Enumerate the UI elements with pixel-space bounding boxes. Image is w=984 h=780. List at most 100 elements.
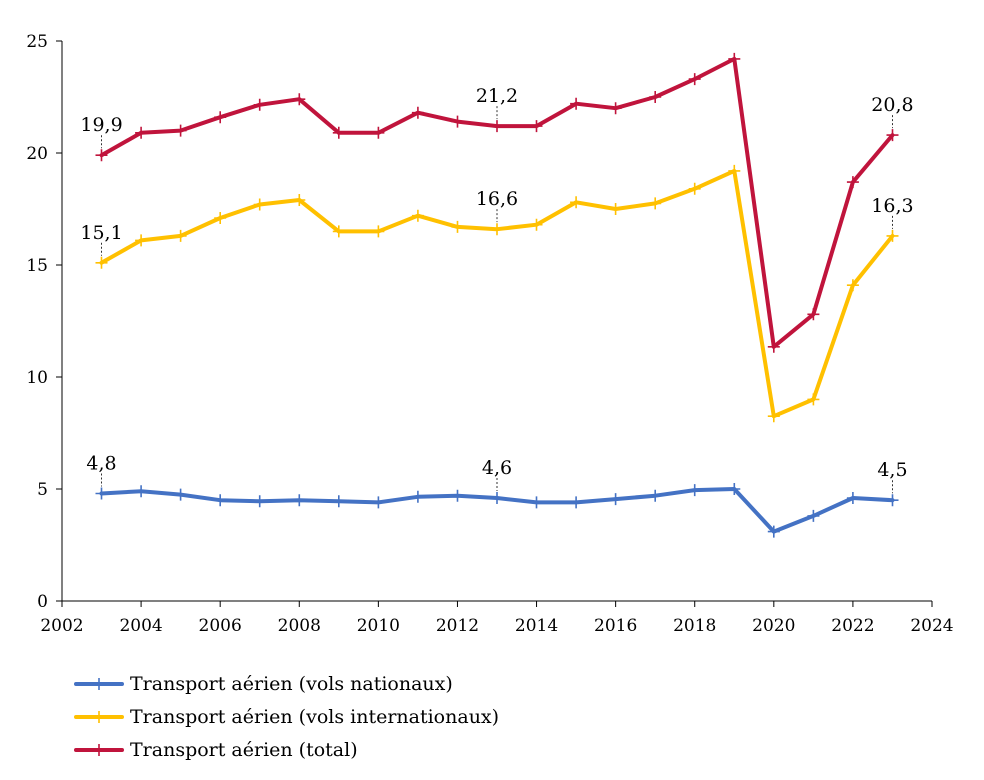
axes: 0 5 10 15 20 25 2002 2004 2006 2008 2010 2012 2014 20… — [26, 32, 953, 636]
data-label: 4,8 — [86, 452, 116, 474]
data-point — [451, 115, 464, 128]
data-label: 21,2 — [476, 85, 518, 107]
y-tick-label: 15 — [26, 256, 48, 276]
data-point — [451, 220, 464, 233]
series-layer — [95, 52, 899, 538]
data-label: 16,3 — [871, 195, 913, 217]
x-tick-label: 2010 — [357, 616, 400, 636]
data-point — [253, 98, 266, 111]
x-tick-label: 2002 — [40, 616, 83, 636]
data-point — [530, 120, 543, 133]
legend-item: Transport aérien (total) — [74, 739, 358, 761]
data-point — [846, 176, 859, 189]
data-point — [649, 91, 662, 103]
data-label: 4,6 — [482, 457, 512, 479]
data-point — [214, 494, 227, 507]
data-point — [293, 494, 306, 507]
legend-label: Transport aérien (vols internationaux) — [130, 706, 499, 728]
legend-swatch-marker — [93, 744, 105, 756]
data-point — [372, 225, 385, 238]
data-point — [411, 209, 424, 222]
y-tick-label: 0 — [37, 592, 48, 612]
x-tick-label: 2004 — [119, 616, 162, 636]
data-point — [95, 149, 108, 162]
series-3 — [95, 52, 899, 353]
data-label: 19,9 — [80, 114, 122, 136]
data-point — [411, 490, 424, 503]
data-point — [293, 194, 306, 206]
data-point — [332, 225, 345, 238]
y-tick-label: 10 — [26, 368, 48, 388]
x-tick-label: 2008 — [278, 616, 321, 636]
data-point — [451, 489, 464, 502]
data-point — [649, 489, 662, 502]
x-tick-label: 2016 — [594, 616, 637, 636]
x-tick-label: 2014 — [515, 616, 558, 636]
data-point — [253, 495, 266, 508]
data-point — [767, 525, 780, 538]
data-point — [807, 509, 820, 522]
data-point — [95, 256, 108, 269]
data-point — [886, 494, 899, 507]
y-tick-label: 5 — [37, 480, 48, 500]
data-point — [570, 97, 583, 110]
data-point — [411, 106, 424, 119]
legend-label: Transport aérien (total) — [130, 739, 358, 761]
data-point — [214, 212, 227, 224]
data-label: 15,1 — [80, 222, 122, 244]
data-point — [688, 182, 701, 195]
x-tick-label: 2012 — [436, 616, 479, 636]
data-point — [846, 492, 859, 504]
data-point — [807, 308, 820, 321]
x-tick-label: 2020 — [752, 616, 795, 636]
data-point — [135, 234, 148, 247]
legend: Transport aérien (vols nationaux) Transpo… — [74, 673, 499, 761]
data-point — [728, 483, 741, 495]
data-labels-layer: 4,8 4,6 4,5 15,1 16,6 16,3 19,9 21,2 20,8 — [80, 85, 914, 494]
data-point — [372, 126, 385, 139]
data-point — [728, 52, 741, 65]
data-point — [649, 197, 662, 210]
x-tick-label: 2022 — [831, 616, 874, 636]
legend-item: Transport aérien (vols internationaux) — [74, 706, 499, 728]
data-point — [728, 164, 741, 177]
data-point — [609, 102, 622, 115]
x-tick-label: 2024 — [910, 616, 953, 636]
data-point — [95, 487, 108, 500]
data-point — [214, 111, 227, 124]
series-2 — [95, 164, 899, 423]
data-point — [570, 196, 583, 209]
data-point — [530, 496, 543, 509]
data-point — [174, 488, 187, 501]
data-point — [491, 223, 503, 236]
data-point — [253, 198, 266, 211]
data-point — [688, 484, 701, 497]
data-point — [332, 495, 345, 508]
series-1 — [95, 483, 899, 538]
data-point — [491, 120, 503, 133]
data-point — [846, 279, 859, 292]
data-point — [570, 496, 583, 509]
data-point — [767, 410, 780, 423]
data-point — [609, 203, 622, 215]
data-point — [293, 93, 306, 106]
data-point — [491, 492, 503, 504]
data-point — [174, 229, 187, 242]
data-point — [174, 124, 187, 137]
data-point — [688, 73, 701, 86]
data-point — [530, 218, 543, 231]
data-label: 16,6 — [476, 188, 518, 210]
y-tick-label: 25 — [26, 32, 48, 52]
data-label: 20,8 — [871, 94, 913, 116]
legend-swatch-marker — [93, 678, 105, 690]
data-point — [135, 126, 148, 139]
legend-label: Transport aérien (vols nationaux) — [130, 673, 453, 695]
data-point — [332, 126, 345, 139]
data-point — [372, 496, 385, 509]
y-tick-label: 20 — [26, 144, 48, 164]
data-point — [886, 129, 899, 142]
data-point — [609, 493, 622, 506]
data-label: 4,5 — [877, 459, 907, 481]
legend-item: Transport aérien (vols nationaux) — [74, 673, 453, 695]
